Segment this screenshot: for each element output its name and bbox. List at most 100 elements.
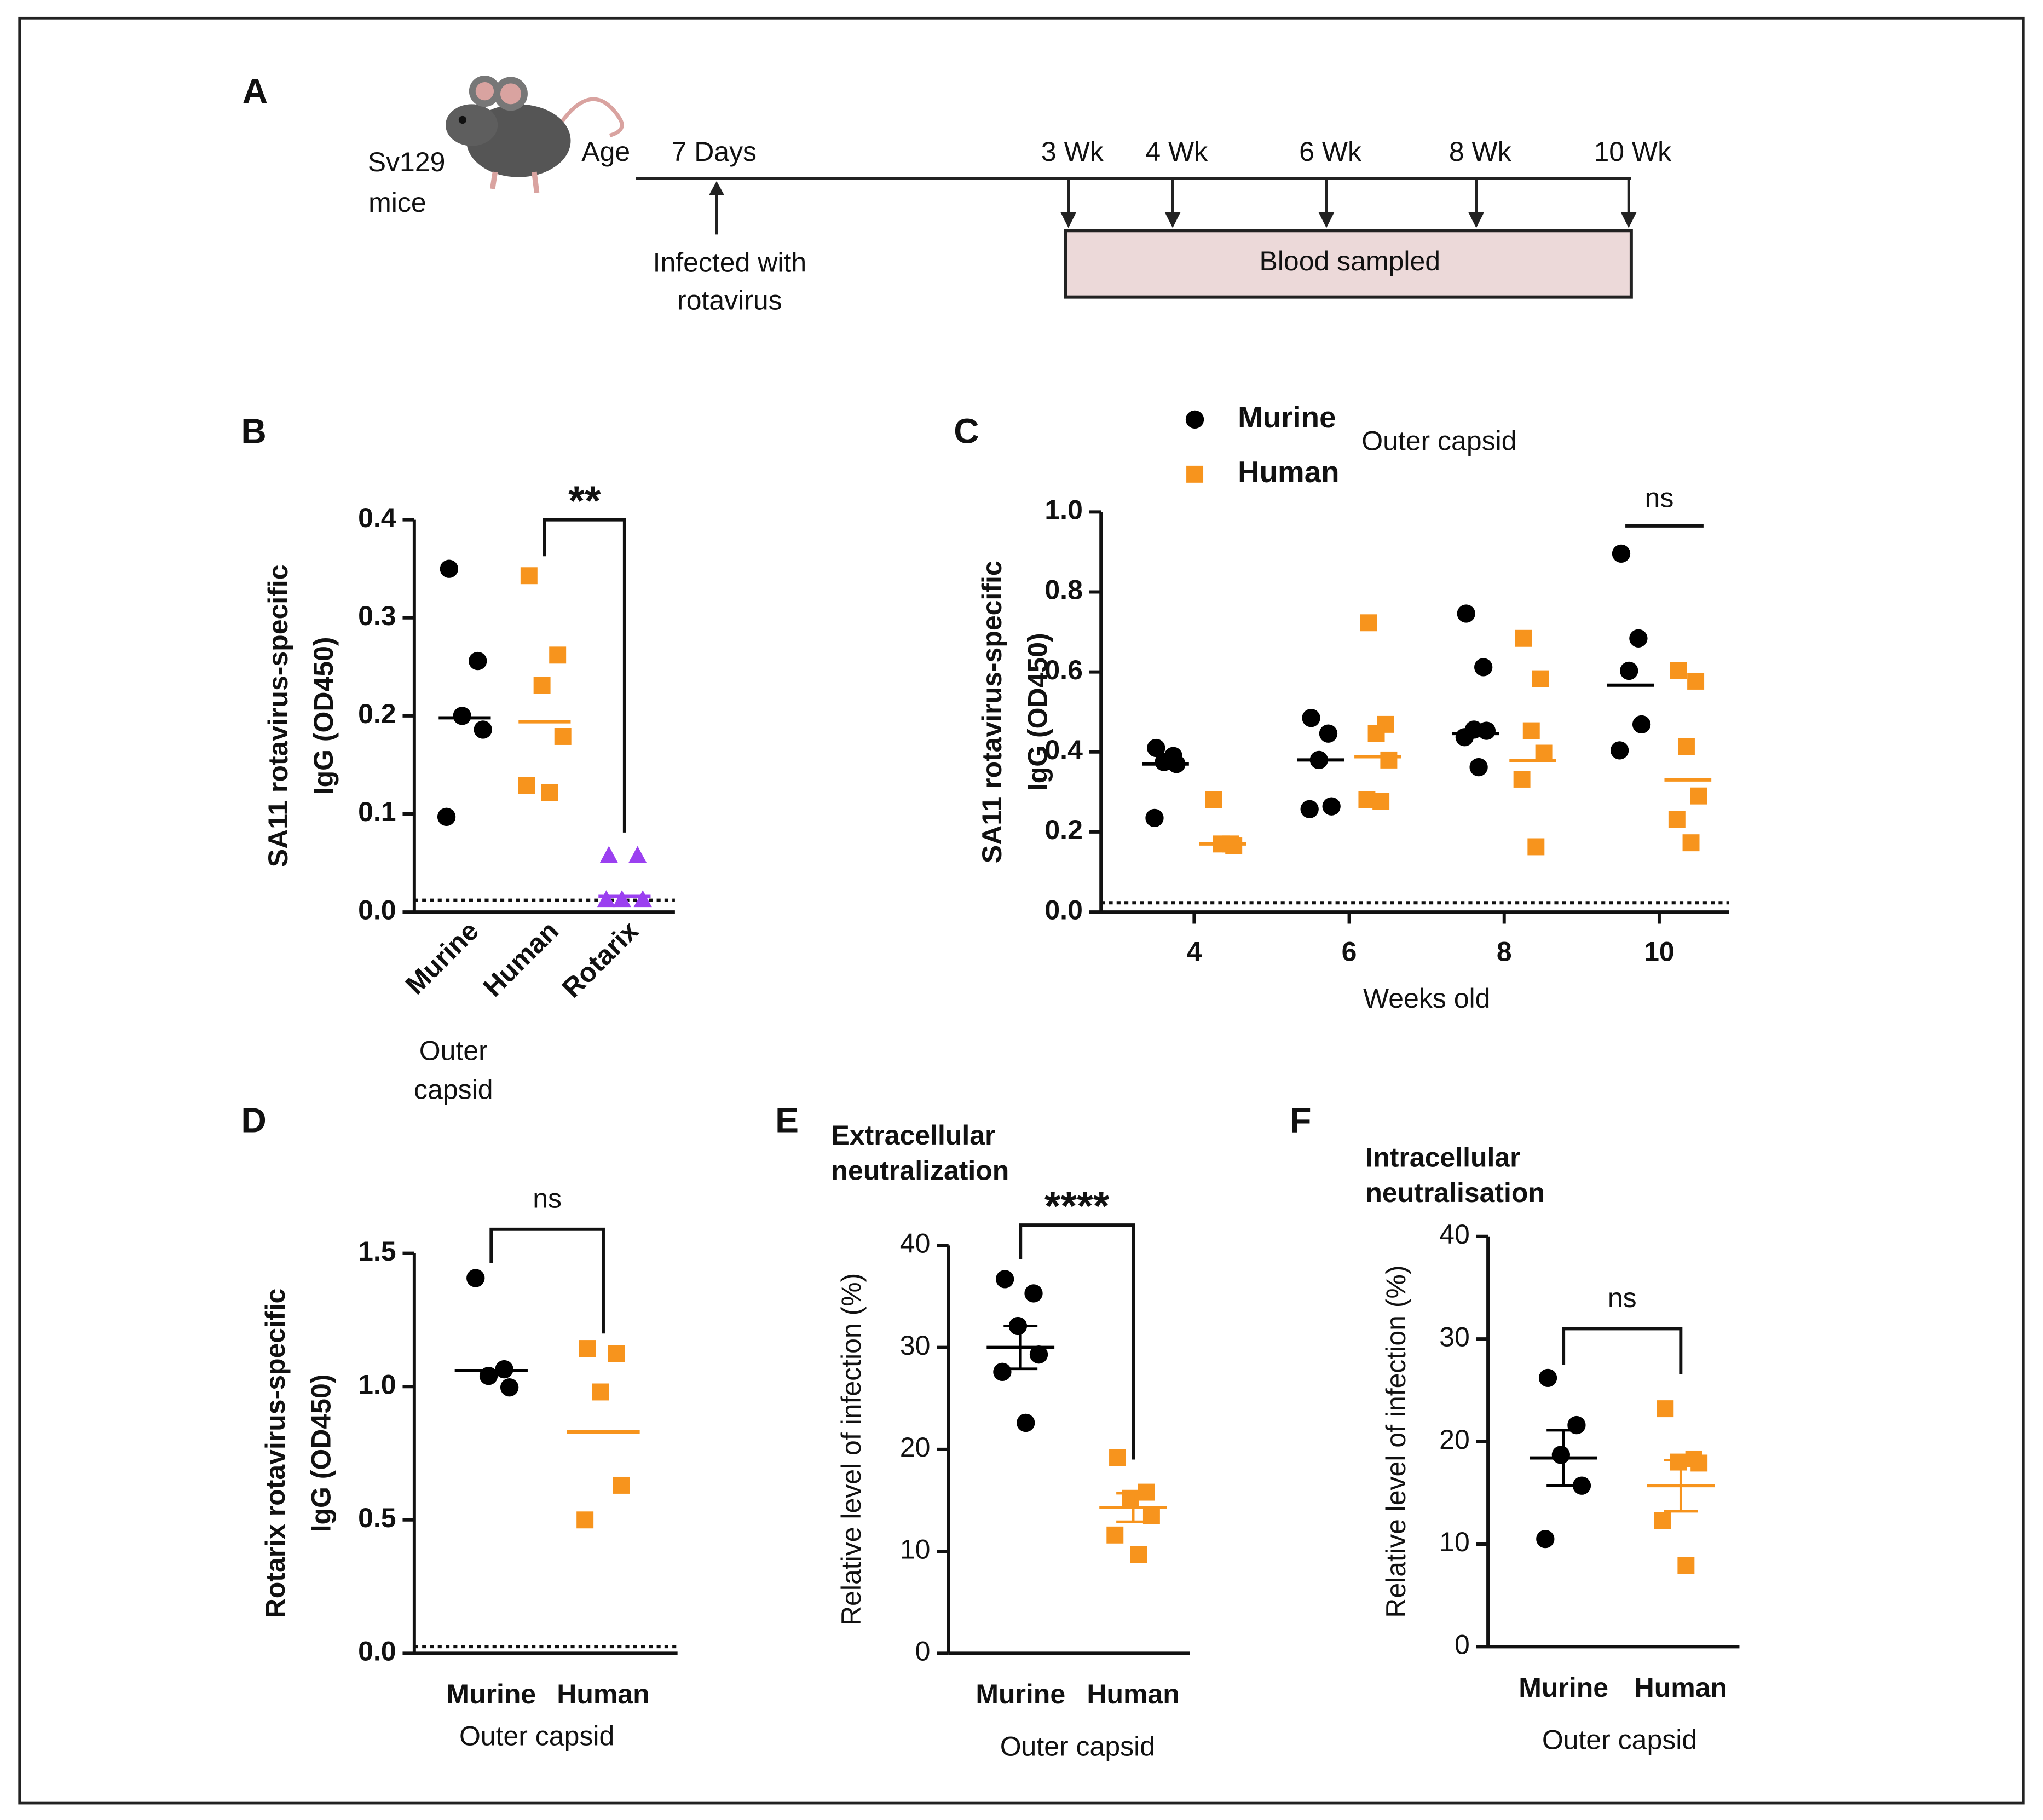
point <box>1538 1368 1557 1388</box>
significance-label: ns <box>533 1183 562 1214</box>
y-axis-label: Relative level of infection (%) <box>836 1273 867 1626</box>
legend-label: Human <box>1238 455 1340 489</box>
point <box>1225 837 1243 854</box>
y-axis-label: SA11 rotavirus-specific <box>263 565 293 868</box>
x-axis-label: capsid <box>414 1074 493 1105</box>
arrow-head <box>1468 212 1484 228</box>
y-axis-label: IgG (OD450) <box>308 637 339 795</box>
point <box>1513 771 1531 788</box>
age-label: Age <box>581 136 630 167</box>
point <box>1469 758 1488 777</box>
y-tick-label: 0.5 <box>358 1503 396 1533</box>
point <box>1300 800 1319 818</box>
point <box>592 1383 609 1401</box>
point <box>1612 544 1631 563</box>
significance-label: ** <box>568 478 601 524</box>
infection-label: Infected with <box>653 247 807 278</box>
point <box>1610 741 1629 760</box>
significance-label: ns <box>1645 483 1674 513</box>
point <box>554 728 572 745</box>
point <box>1620 661 1638 680</box>
subject: mice <box>368 187 426 218</box>
point <box>549 646 567 664</box>
significance-bracket <box>1562 1327 1683 1374</box>
x-axis-label: Outer capsid <box>1000 1731 1155 1761</box>
point <box>1668 811 1686 828</box>
point <box>1677 738 1695 755</box>
start-label: 7 Days <box>672 136 757 167</box>
y-tick-label: 0 <box>1455 1630 1470 1660</box>
point <box>466 1269 485 1287</box>
arrow-head <box>1060 212 1076 228</box>
y-axis-label: Rotarix rotavirus-specific <box>260 1289 291 1619</box>
subject: Sv129 <box>368 147 446 177</box>
point <box>613 1476 630 1494</box>
x-tick-label: 10 <box>1644 936 1675 967</box>
point <box>1145 808 1164 828</box>
point <box>1690 787 1707 805</box>
point <box>1477 721 1496 740</box>
sample-box-label: Blood sampled <box>1260 246 1441 276</box>
point <box>1670 1453 1687 1471</box>
y-tick-label: 1.0 <box>1044 495 1082 525</box>
y-tick-label: 0.6 <box>1044 655 1082 685</box>
legend-marker <box>1186 465 1204 483</box>
y-tick-label: 0 <box>915 1636 931 1667</box>
point <box>1632 715 1651 734</box>
y-axis-label: IgG (OD450) <box>1023 633 1053 791</box>
mouse-icon <box>445 76 624 193</box>
point <box>1455 728 1474 747</box>
point <box>1130 1546 1147 1563</box>
y-tick-label: 0.0 <box>358 894 396 925</box>
y-tick-label: 0.8 <box>1044 575 1082 605</box>
point <box>453 707 471 725</box>
point <box>437 807 456 827</box>
sample-label: 10 Wk <box>1594 136 1672 167</box>
y-tick-label: 40 <box>900 1228 931 1259</box>
point <box>1657 1400 1674 1418</box>
point <box>1457 604 1475 623</box>
point <box>613 890 631 908</box>
point <box>995 1270 1014 1289</box>
x-tick-label: Human <box>1087 1679 1179 1709</box>
x-axis-label: Outer capsid <box>459 1720 614 1751</box>
y-tick-label: 20 <box>1439 1424 1470 1455</box>
point <box>1522 722 1540 739</box>
y-tick-label: 10 <box>900 1534 931 1564</box>
significance-bracket <box>543 518 626 833</box>
sample-label: 4 Wk <box>1145 136 1208 167</box>
point <box>1572 1476 1591 1495</box>
panel-label: D <box>241 1101 266 1140</box>
x-tick-label: 4 <box>1186 936 1202 967</box>
sample-label: 6 Wk <box>1299 136 1362 167</box>
point <box>500 1378 519 1397</box>
x-tick-label: Murine <box>400 915 484 1000</box>
significance-label: **** <box>1044 1183 1110 1230</box>
point <box>599 846 618 863</box>
panel-label: F <box>1290 1101 1311 1140</box>
y-tick-label: 20 <box>900 1432 931 1463</box>
point <box>1474 658 1493 677</box>
point <box>1322 797 1341 816</box>
point <box>1360 614 1377 632</box>
point <box>628 846 647 863</box>
y-tick-label: 0.0 <box>358 1636 396 1667</box>
point <box>597 890 616 908</box>
legend-label: Murine <box>1238 400 1336 434</box>
x-tick-label: 6 <box>1342 936 1357 967</box>
panel-label: E <box>775 1101 799 1140</box>
chart-title: neutralisation <box>1365 1177 1545 1208</box>
point <box>1319 724 1338 743</box>
error-bar <box>1664 1458 1698 1513</box>
point <box>1687 672 1705 690</box>
y-tick-label: 1.0 <box>358 1369 396 1400</box>
point <box>518 777 535 794</box>
point <box>1670 662 1687 679</box>
sample-box <box>1064 229 1633 299</box>
point <box>1677 1557 1695 1574</box>
point <box>1372 793 1390 810</box>
infection-label: rotavirus <box>677 285 782 315</box>
x-tick-label: Human <box>557 1679 649 1709</box>
x-tick-label: Murine <box>976 1679 1065 1709</box>
x-tick-label: Rotarix <box>556 915 644 1003</box>
